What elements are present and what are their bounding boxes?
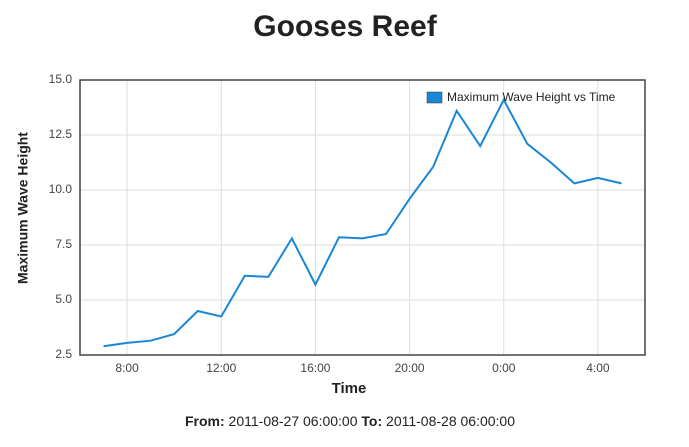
legend-swatch (426, 91, 443, 104)
legend-item: Maximum Wave Height vs Time (426, 90, 616, 104)
y-tick-label: 7.5 (55, 237, 72, 251)
x-axis-label: Time (332, 380, 367, 397)
x-tick-label: 12:00 (206, 361, 236, 375)
x-tick-label: 20:00 (395, 361, 425, 375)
plot-border (79, 79, 646, 356)
x-tick-label: 8:00 (115, 361, 139, 375)
y-tick-label: 15.0 (49, 72, 73, 86)
x-tick-label: 0:00 (492, 361, 516, 375)
plot-area (80, 80, 645, 355)
y-tick-label: 12.5 (49, 127, 73, 141)
chart-title: Gooses Reef (253, 10, 437, 43)
y-tick-label: 2.5 (55, 347, 72, 361)
y-axis-label: Maximum Wave Height (15, 132, 31, 284)
to-label: To: (361, 413, 382, 429)
y-tick-label: 10.0 (49, 182, 73, 196)
from-date: 2011-08-27 06:00:00 (229, 413, 358, 429)
x-tick-label: 4:00 (586, 361, 610, 375)
to-date: 2011-08-28 06:00:00 (386, 413, 515, 429)
legend-label: Maximum Wave Height vs Time (447, 90, 616, 104)
data-line (103, 97, 622, 348)
x-tick-label: 16:00 (300, 361, 330, 375)
date-range: From: 2011-08-27 06:00:00 To: 2011-08-28… (185, 413, 515, 429)
from-label: From: (185, 413, 225, 429)
y-tick-label: 5.0 (55, 292, 72, 306)
